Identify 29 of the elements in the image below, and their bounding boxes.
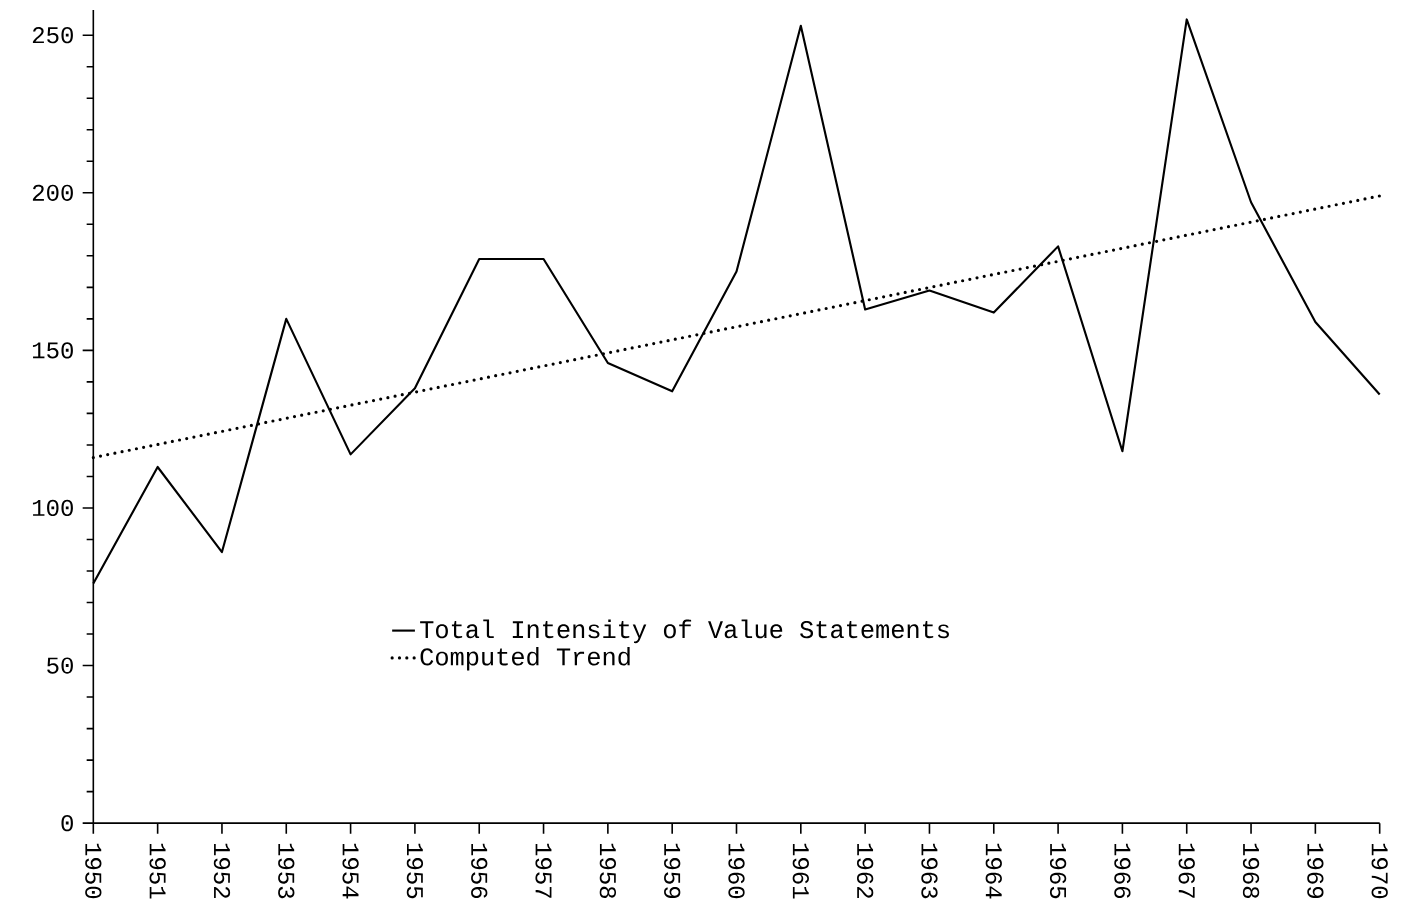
- x-tick-label: 1960: [728, 843, 745, 898]
- x-tick-label: 1956: [471, 843, 488, 898]
- x-tick-label: 1968: [1242, 843, 1260, 898]
- y-tick-label: 200: [32, 184, 73, 201]
- y-tick-label: 100: [32, 499, 73, 516]
- legend-label: Computed Trend: [420, 646, 630, 671]
- x-tick-label: 1959: [664, 843, 681, 898]
- x-tick-label: 1966: [1114, 843, 1131, 898]
- x-tick-label: 1953: [278, 843, 295, 898]
- x-tick-label: 1964: [985, 843, 1002, 899]
- x-tick-label: 1969: [1307, 843, 1324, 898]
- x-tick-label: 1955: [406, 843, 424, 898]
- x-tick-label: 1952: [213, 843, 231, 898]
- x-tick-label: 1957: [535, 843, 552, 898]
- legend-label: Total Intensity of Value Statements: [420, 619, 949, 643]
- x-tick-label: 1967: [1178, 843, 1195, 898]
- x-tick-label: 1963: [921, 843, 938, 898]
- x-tick-label: 1965: [1049, 843, 1067, 898]
- x-tick-label: 1958: [599, 843, 617, 898]
- y-tick-label: 0: [61, 814, 73, 832]
- x-tick-label: 1950: [85, 843, 102, 898]
- y-tick-label: 150: [32, 342, 73, 359]
- x-tick-label: 1951: [149, 843, 166, 899]
- x-tick-label: 1970: [1371, 843, 1388, 898]
- y-tick-label: 250: [32, 26, 73, 44]
- x-tick-label: 1961: [792, 843, 809, 899]
- x-tick-label: 1954: [342, 843, 359, 899]
- x-tick-label: 1962: [857, 843, 874, 898]
- y-tick-label: 50: [47, 657, 73, 674]
